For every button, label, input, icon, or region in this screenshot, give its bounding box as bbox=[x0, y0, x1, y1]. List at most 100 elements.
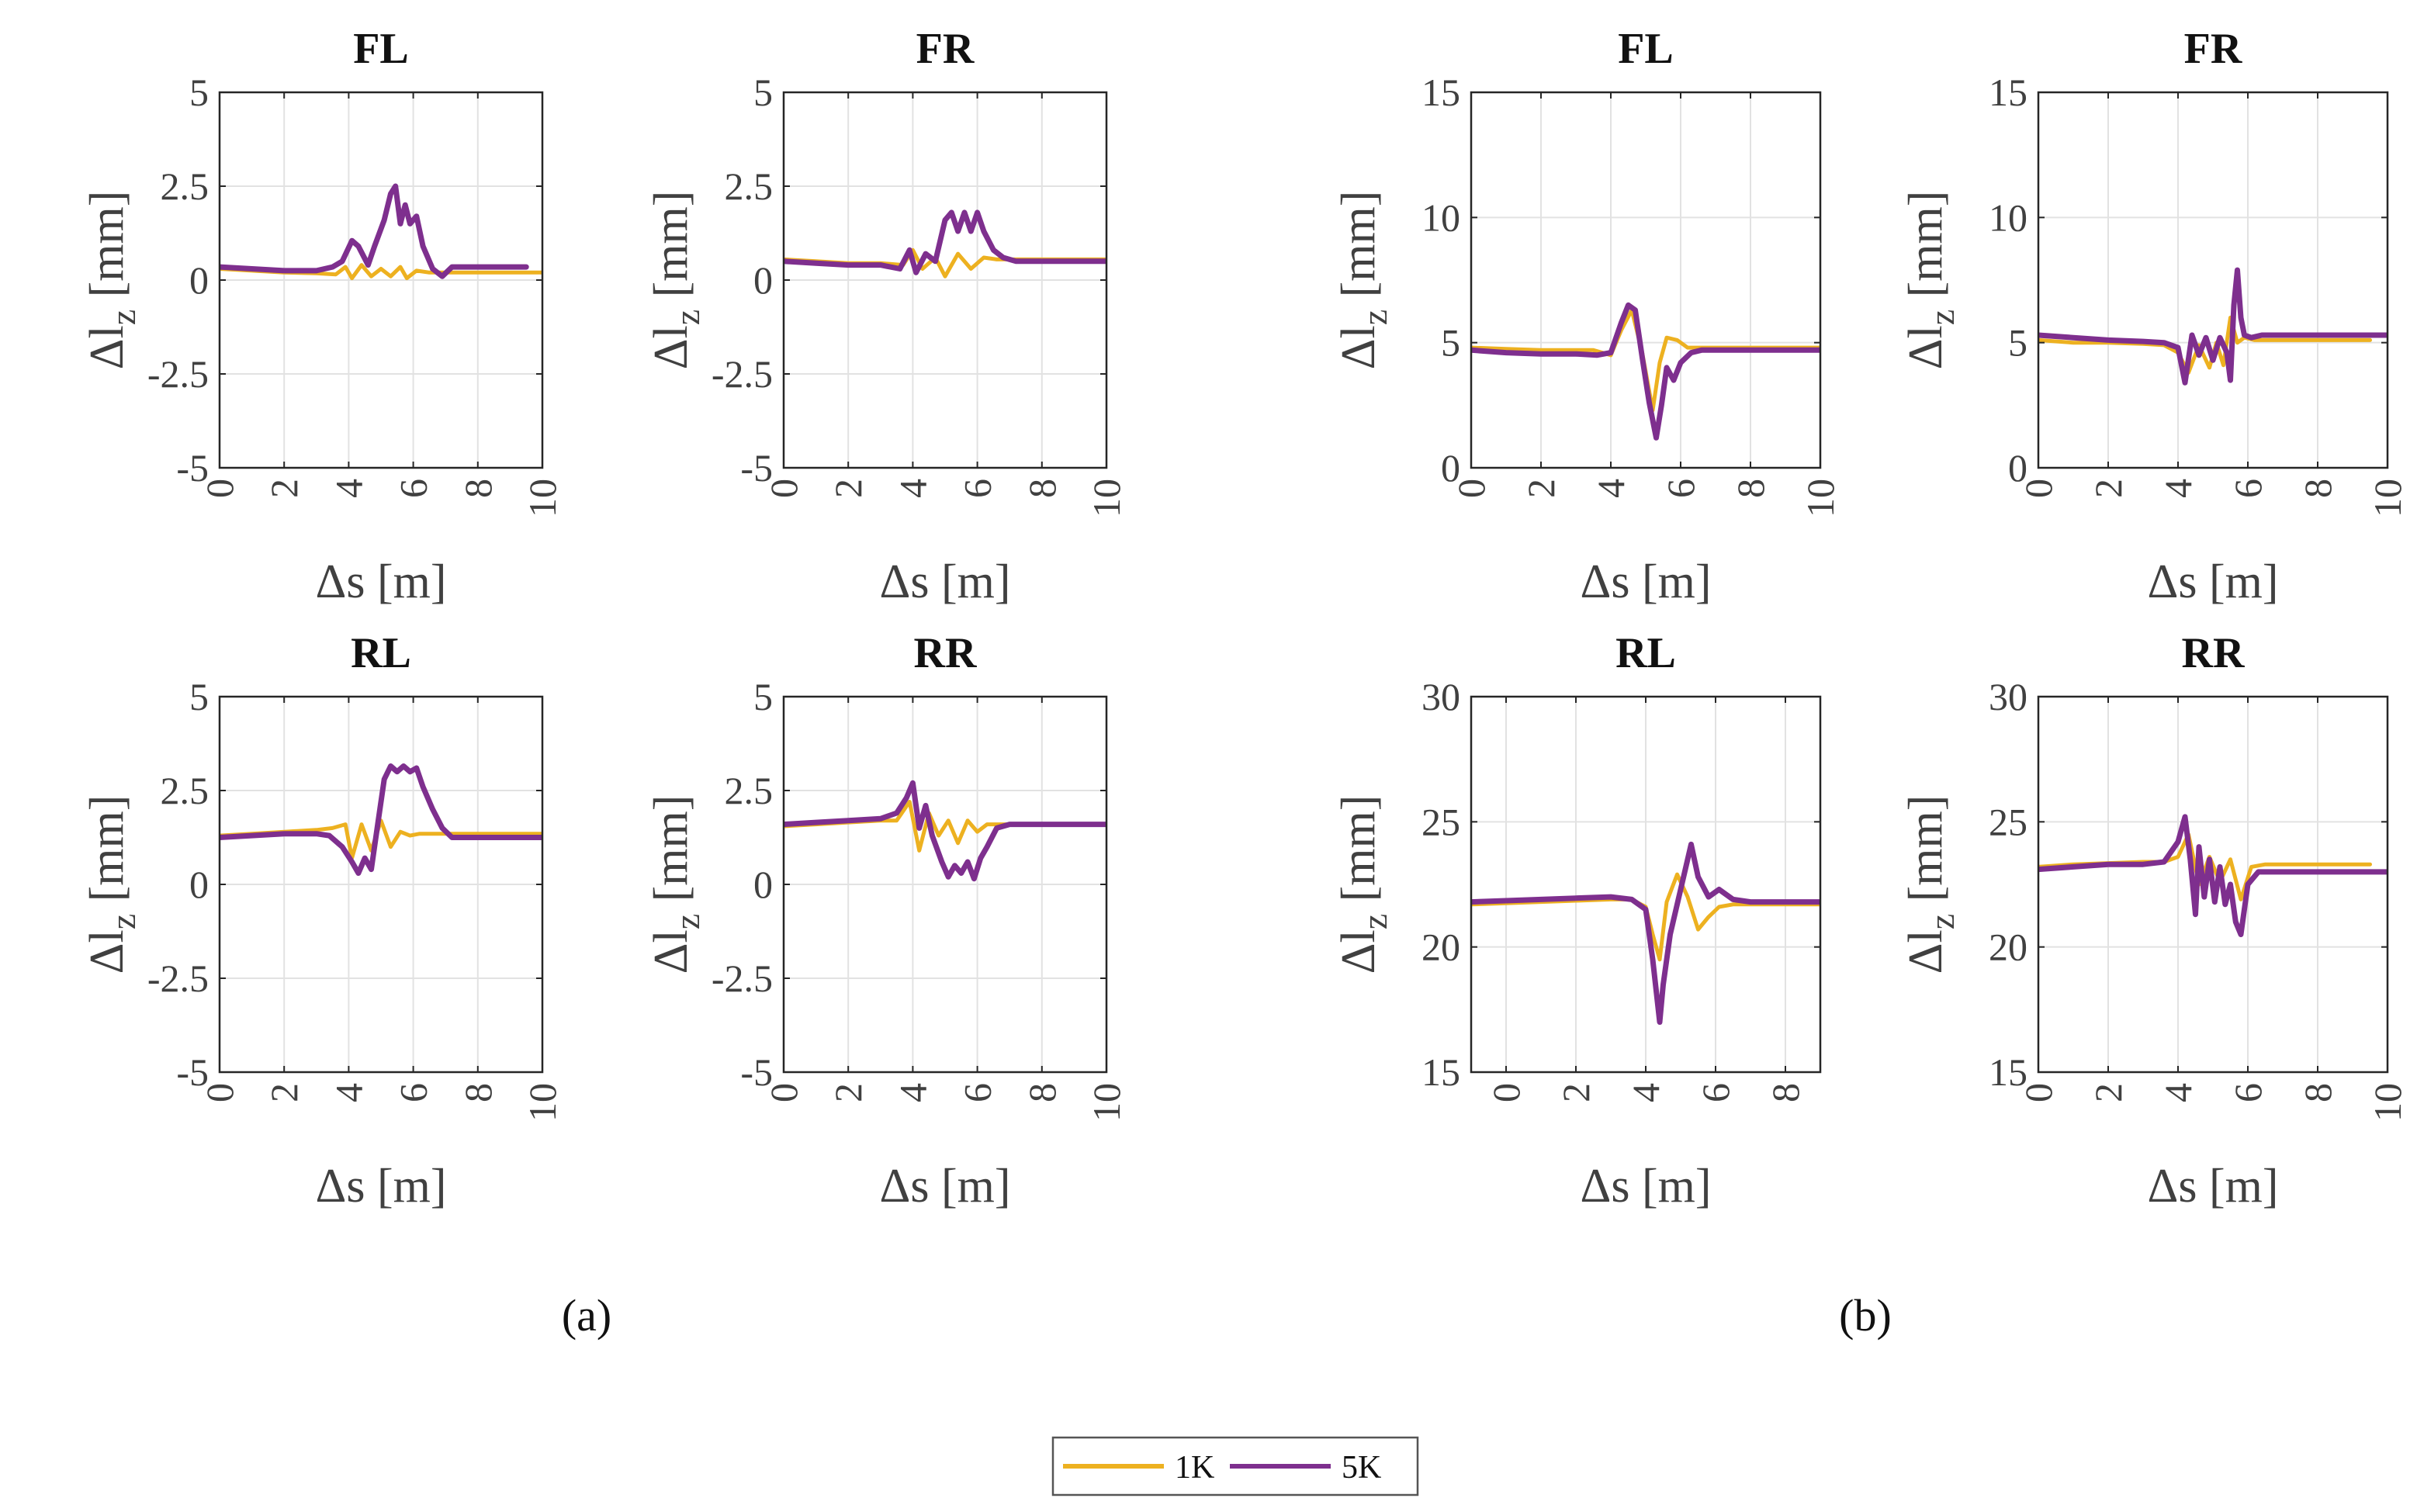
subplot-b-fr: 0 2 4 6 8 10 0 5 10 15 FR Δs [m] Δlz [mm] bbox=[1899, 25, 2409, 608]
series-line-5k bbox=[2038, 267, 2388, 386]
y-axis-label: Δlz [mm] bbox=[1332, 191, 1394, 370]
y-tick-label: -5 bbox=[740, 446, 773, 490]
subplot-a-fr: 0 2 4 6 8 10 -5 -2.5 0 2.5 5 FR Δs [m] Δlz [mm] bbox=[645, 25, 1128, 608]
x-tick-label: 4 bbox=[1589, 479, 1633, 498]
series-line-5k bbox=[1471, 841, 1820, 1025]
subplot-title: FL bbox=[1618, 25, 1674, 73]
x-tick-label: 2 bbox=[262, 479, 306, 498]
x-tick-label: 8 bbox=[1764, 1083, 1807, 1102]
legend-label-1k: 1K bbox=[1175, 1450, 1214, 1486]
plot-area bbox=[1471, 92, 1820, 468]
x-tick-label: 0 bbox=[762, 1083, 805, 1102]
subplot-grid: 0 2 4 6 8 10 -5 -2.5 0 2.5 5 FL Δs [m] Δlz [mm] 0 2 4 6 8 1… bbox=[81, 25, 2409, 1213]
subplot-title: RL bbox=[351, 629, 411, 677]
axes-frame bbox=[2037, 91, 2389, 469]
x-tick-label: 10 bbox=[521, 479, 564, 517]
x-axis-label: Δs [m] bbox=[879, 555, 1010, 608]
series-line-5k bbox=[220, 183, 529, 279]
x-tick-label: 0 bbox=[2017, 1083, 2060, 1102]
x-tick-label: 0 bbox=[198, 479, 241, 498]
y-tick-label: 5 bbox=[189, 71, 209, 114]
y-tick-label: 30 bbox=[1421, 675, 1460, 718]
x-tick-label: 10 bbox=[1085, 479, 1128, 517]
subplot-a-rl: 0 2 4 6 8 10 -5 -2.5 0 2.5 5 RL Δs [m] Δlz [mm] bbox=[81, 629, 564, 1213]
x-tick-label: 6 bbox=[1694, 1083, 1737, 1102]
x-tick-label: 6 bbox=[2226, 1083, 2270, 1102]
y-tick-label: -2.5 bbox=[147, 352, 209, 396]
y-tick-label: 15 bbox=[1989, 1050, 2027, 1094]
y-axis-label: Δlz [mm] bbox=[645, 795, 707, 974]
y-tick-label: 0 bbox=[189, 258, 209, 302]
x-tick-label: 0 bbox=[1449, 479, 1493, 498]
subplot-title: RR bbox=[2182, 629, 2245, 677]
x-tick-label: 8 bbox=[1729, 479, 1772, 498]
y-tick-label: 20 bbox=[1421, 926, 1460, 969]
x-tick-label: 0 bbox=[1484, 1083, 1528, 1102]
x-axis-label: Δs [m] bbox=[879, 1160, 1010, 1213]
x-tick-label: 0 bbox=[2017, 479, 2060, 498]
series-line-5k bbox=[784, 780, 1106, 882]
y-tick-label: -2.5 bbox=[712, 352, 773, 396]
y-tick-label: -5 bbox=[176, 1050, 209, 1094]
series-line-5k bbox=[1471, 302, 1820, 441]
x-tick-label: 8 bbox=[456, 1083, 500, 1102]
y-tick-label: 0 bbox=[753, 863, 773, 906]
y-tick-label: 10 bbox=[1421, 195, 1460, 239]
y-tick-label: 25 bbox=[1421, 800, 1460, 843]
series-line-5k bbox=[784, 209, 1106, 275]
y-axis-label: Δlz [mm] bbox=[1899, 795, 1962, 974]
x-tick-label: 8 bbox=[456, 479, 500, 498]
x-tick-label: 8 bbox=[1020, 479, 1064, 498]
x-tick-label: 6 bbox=[956, 1083, 999, 1102]
x-tick-label: 2 bbox=[826, 1083, 870, 1102]
x-axis-label: Δs [m] bbox=[315, 555, 446, 608]
x-tick-label: 10 bbox=[2366, 479, 2409, 517]
y-tick-label: 2.5 bbox=[161, 164, 209, 208]
y-tick-label: 25 bbox=[1989, 800, 2027, 843]
x-tick-label: 6 bbox=[392, 479, 435, 498]
y-tick-label: 30 bbox=[1989, 675, 2027, 718]
subplot-title: FR bbox=[916, 25, 975, 73]
axes-frame bbox=[2037, 695, 2389, 1074]
x-tick-label: 2 bbox=[1519, 479, 1563, 498]
y-tick-label: 0 bbox=[753, 258, 773, 302]
subplot-title: RL bbox=[1615, 629, 1676, 677]
x-tick-label: 10 bbox=[1799, 479, 1842, 517]
x-tick-label: 4 bbox=[2156, 479, 2200, 498]
y-tick-label: 5 bbox=[753, 675, 773, 718]
y-tick-label: 15 bbox=[1989, 71, 2027, 114]
subplot-title: FL bbox=[353, 25, 409, 73]
legend-label-5k: 5K bbox=[1342, 1450, 1381, 1486]
y-tick-label: 0 bbox=[189, 863, 209, 906]
subplot-a-rr: 0 2 4 6 8 10 -5 -2.5 0 2.5 5 RR Δs [m] Δlz [mm] bbox=[645, 629, 1128, 1213]
x-tick-label: 8 bbox=[2296, 479, 2339, 498]
y-axis-label: Δlz [mm] bbox=[1332, 795, 1394, 974]
x-tick-label: 8 bbox=[1020, 1083, 1064, 1102]
x-tick-label: 4 bbox=[891, 479, 934, 498]
x-tick-label: 8 bbox=[2296, 1083, 2339, 1102]
x-tick-label: 2 bbox=[262, 1083, 306, 1102]
y-tick-label: -5 bbox=[740, 1050, 773, 1094]
x-axis-label: Δs [m] bbox=[2147, 555, 2278, 608]
y-tick-label: -2.5 bbox=[147, 957, 209, 1000]
subplot-a-fl: 0 2 4 6 8 10 -5 -2.5 0 2.5 5 FL Δs [m] Δlz [mm] bbox=[81, 25, 564, 608]
panel-label-a: (a) bbox=[562, 1290, 611, 1341]
x-tick-label: 4 bbox=[1624, 1083, 1667, 1102]
y-tick-label: -2.5 bbox=[712, 957, 773, 1000]
y-axis-label: Δlz [mm] bbox=[81, 191, 143, 370]
y-tick-label: 5 bbox=[189, 675, 209, 718]
y-tick-label: 15 bbox=[1421, 1050, 1460, 1094]
series-line-1k bbox=[220, 263, 542, 281]
x-tick-label: 2 bbox=[2086, 1083, 2130, 1102]
series-line-5k bbox=[2038, 814, 2388, 937]
x-tick-label: 10 bbox=[2366, 1083, 2409, 1122]
y-tick-label: 0 bbox=[2008, 446, 2027, 490]
y-tick-label: 2.5 bbox=[725, 769, 774, 812]
x-tick-label: 4 bbox=[327, 1083, 370, 1102]
y-tick-label: 5 bbox=[1441, 321, 1460, 365]
y-tick-label: 5 bbox=[2008, 321, 2027, 365]
panel-label-b: (b) bbox=[1839, 1290, 1892, 1341]
y-tick-label: 2.5 bbox=[161, 769, 209, 812]
x-axis-label: Δs [m] bbox=[2147, 1160, 2278, 1213]
